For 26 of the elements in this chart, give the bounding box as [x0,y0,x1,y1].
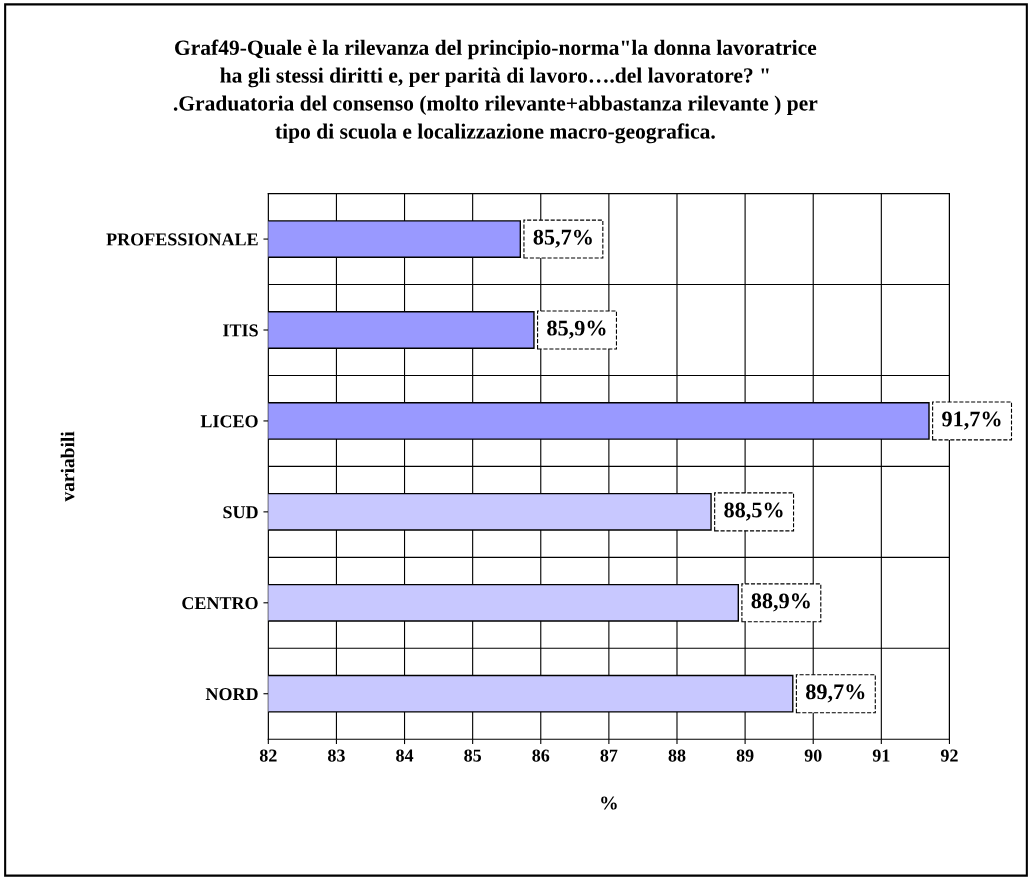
y-tick-label: PROFESSIONALE [106,233,258,246]
x-tick-label: 85 [464,749,482,762]
y-axis-title: variabili [60,431,75,502]
x-tick-label: 91 [872,749,890,762]
x-tick-label: 89 [736,749,754,762]
data-label: 85,7% [533,229,592,248]
y-tick-label: NORD [205,688,258,701]
x-tick-label: 90 [804,749,822,762]
data-label: 85,9% [547,320,606,339]
x-axis-title: % [601,796,617,810]
x-tick-label: 88 [668,749,686,762]
chart-title: Graf49-Quale è la rilevanza del principio-norma"la donna lavoratrice ha gli stessi diritti e, per parità di lavoro….del lavoratore? " .Graduatoria del consenso (molto rilevante+abbastanza rilevante ) per tipo di scuola e localizzazione macro-geografica. [173,39,818,144]
x-tick-label: 87 [600,749,618,762]
x-tick-label: 82 [259,749,277,762]
y-tick-label: CENTRO [182,597,258,610]
y-tick-label: LICEO [200,415,258,428]
x-tick-label: 84 [396,749,414,762]
y-tick-label: ITIS [223,324,258,337]
data-label: 89,7% [806,684,865,703]
data-label: 88,5% [724,502,783,521]
x-tick-label: 83 [328,749,345,762]
x-tick-label: 92 [940,749,958,762]
data-label: 91,7% [942,411,1001,430]
x-tick-label: 86 [532,749,550,762]
data-label: 88,9% [751,593,810,612]
y-tick-label: SUD [223,506,258,519]
